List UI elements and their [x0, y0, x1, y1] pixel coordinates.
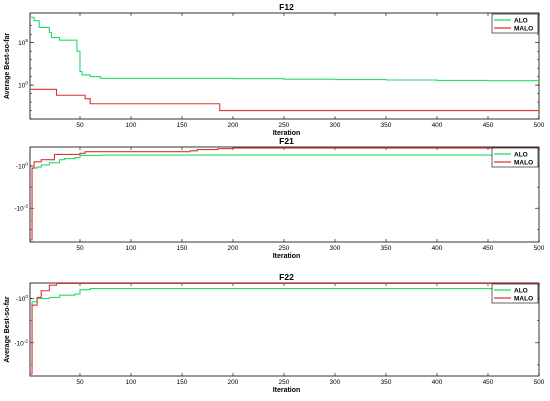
x-tick-label: 450: [483, 379, 494, 386]
y-tick-label: -10-2: [14, 204, 28, 213]
series-line-alo: [30, 287, 539, 366]
series-line-malo: [30, 147, 539, 241]
y-tick-label: -100: [16, 294, 28, 303]
legend-label-alo: ALO: [514, 17, 528, 24]
plot-area: [29, 12, 540, 120]
x-tick-label: 350: [381, 245, 392, 252]
x-tick-label: 200: [228, 122, 239, 129]
chart-title: F12: [279, 2, 294, 12]
x-tick-label: 250: [279, 122, 290, 129]
x-tick-label: 200: [228, 245, 239, 252]
x-tick-label: 450: [483, 122, 494, 129]
x-tick-label: 200: [228, 379, 239, 386]
x-tick-label: 100: [126, 245, 137, 252]
x-tick-label: 150: [177, 379, 188, 386]
y-axis-label: Average Best-so-far: [4, 296, 11, 363]
x-tick-label: 100: [126, 122, 137, 129]
y-tick-label: -100: [16, 162, 28, 171]
x-tick-label: 500: [534, 122, 545, 129]
x-axis-label: Iteration: [273, 253, 301, 260]
x-tick-label: 300: [330, 122, 341, 129]
y-axis-label: Average Best-so-far: [4, 33, 11, 100]
y-tick-label: -10-2: [14, 338, 28, 347]
x-tick-label: 50: [76, 379, 84, 386]
legend-label-malo: MALO: [514, 25, 533, 32]
series-line-malo: [30, 88, 539, 112]
x-tick-label: 250: [279, 245, 290, 252]
x-tick-label: 400: [432, 122, 443, 129]
series-line-malo: [30, 283, 539, 375]
legend-label-alo: ALO: [514, 151, 528, 158]
chart-title: F22: [279, 272, 294, 282]
x-axis-label: Iteration: [273, 387, 301, 394]
x-tick-label: 150: [177, 245, 188, 252]
x-tick-label: 500: [534, 379, 545, 386]
x-tick-label: 400: [432, 379, 443, 386]
x-tick-label: 50: [76, 122, 84, 129]
x-tick-label: 300: [330, 245, 341, 252]
x-axis-label: Iteration: [273, 130, 301, 137]
plot-area: [29, 282, 540, 377]
legend-label-alo: ALO: [514, 287, 528, 294]
series-line-alo: [30, 16, 539, 82]
y-tick-label: 100: [18, 81, 28, 90]
x-tick-label: 400: [432, 245, 443, 252]
plot-area: [29, 146, 540, 243]
chart-title: F21: [279, 136, 294, 146]
x-tick-label: 450: [483, 245, 494, 252]
y-tick-label: 105: [18, 38, 28, 47]
x-tick-label: 150: [177, 122, 188, 129]
x-tick-label: 300: [330, 379, 341, 386]
x-tick-label: 350: [381, 122, 392, 129]
series-line-alo: [30, 154, 539, 222]
chart-panel-f21: F21 50 100 150 200 250 300 350 400 450 500 Iteratio…: [29, 136, 545, 260]
x-tick-label: 500: [534, 245, 545, 252]
x-tick-label: 350: [381, 379, 392, 386]
chart-panel-f22: F22 50 100 150 200 250 300 350 400 450 500 Iteratio…: [4, 272, 545, 394]
chart-panel-f12: F12 50 100 150 200 250 300 350 400 450 500 Iteratio…: [4, 2, 545, 137]
legend-label-malo: MALO: [514, 295, 533, 302]
x-tick-label: 250: [279, 379, 290, 386]
x-tick-label: 50: [76, 245, 84, 252]
x-tick-label: 100: [126, 379, 137, 386]
legend-label-malo: MALO: [514, 159, 533, 166]
